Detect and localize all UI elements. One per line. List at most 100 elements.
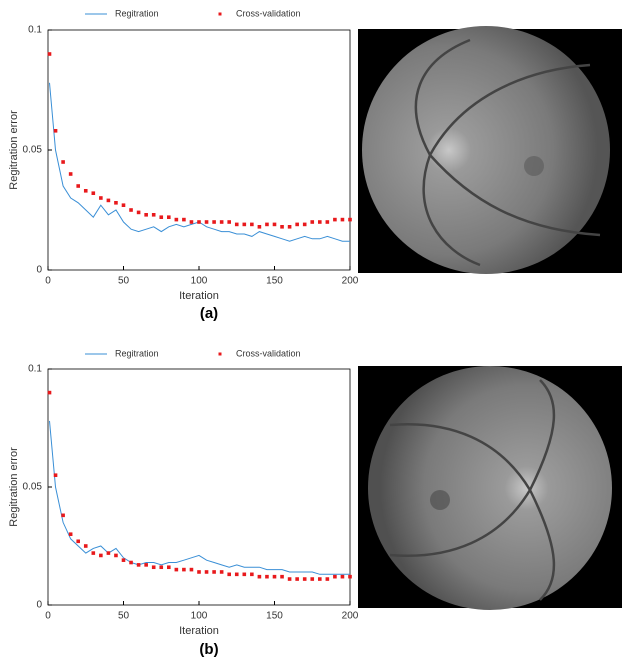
scatter-point [295, 223, 299, 227]
scatter-point [48, 52, 52, 56]
scatter-point [197, 570, 201, 574]
scatter-point [99, 196, 103, 200]
y-tick-label: 0 [36, 265, 42, 276]
scatter-point [348, 575, 352, 579]
scatter-point [280, 225, 284, 229]
scatter-point [99, 554, 103, 558]
scatter-point [318, 220, 322, 224]
plot-frame [48, 369, 350, 605]
scatter-point [318, 577, 322, 581]
scatter-point [227, 573, 231, 577]
scatter-point [250, 573, 254, 577]
scatter-point [303, 223, 307, 227]
y-tick-label: 0.05 [23, 482, 43, 493]
scatter-point [197, 220, 201, 224]
scatter-point [182, 218, 186, 222]
y-axis-label: Regitration error [8, 110, 20, 190]
legend-label: Regitration [115, 348, 159, 358]
x-tick-label: 0 [45, 276, 51, 287]
scatter-point [129, 561, 133, 565]
scatter-point [190, 220, 194, 224]
y-tick-label: 0.05 [23, 145, 43, 156]
scatter-point [159, 565, 163, 569]
scatter-point [152, 565, 156, 569]
scatter-point [61, 514, 65, 518]
x-tick-label: 150 [266, 611, 283, 622]
scatter-point [114, 554, 118, 558]
scatter-point [54, 129, 58, 133]
x-tick-label: 100 [191, 611, 208, 622]
scatter-point [288, 577, 292, 581]
scatter-point [175, 218, 179, 222]
scatter-point [250, 223, 254, 227]
scatter-point [107, 551, 111, 555]
panel-label: (b) [199, 641, 218, 658]
y-axis-label: Regitration error [8, 447, 20, 527]
scatter-point [84, 544, 88, 548]
x-tick-label: 200 [342, 611, 359, 622]
registration-line [50, 83, 351, 241]
scatter-point [265, 223, 269, 227]
scatter-point [258, 225, 262, 229]
retina-image-b [358, 366, 622, 610]
x-tick-label: 50 [118, 611, 130, 622]
scatter-point [220, 220, 224, 224]
scatter-point [107, 199, 111, 203]
x-axis-label: Iteration [179, 625, 219, 637]
scatter-point [175, 568, 179, 572]
scatter-point [333, 218, 337, 222]
scatter-point [137, 563, 141, 567]
scatter-point [326, 220, 330, 224]
scatter-point [243, 573, 247, 577]
legend-label: Regitration [115, 8, 159, 18]
scatter-point [280, 575, 284, 579]
scatter-point [341, 575, 345, 579]
scatter-point [295, 577, 299, 581]
scatter-point [205, 570, 209, 574]
x-tick-label: 200 [342, 276, 359, 287]
retina-image-a [358, 26, 622, 274]
y-tick-label: 0.1 [28, 25, 42, 36]
scatter-point [159, 215, 163, 219]
y-tick-label: 0 [36, 600, 42, 611]
y-tick-label: 0.1 [28, 364, 42, 375]
scatter-point [122, 203, 126, 207]
scatter-point [212, 570, 216, 574]
legend-label: Cross-validation [236, 8, 301, 18]
scatter-point [348, 218, 352, 222]
scatter-point [69, 172, 73, 176]
panel-label: (a) [200, 305, 218, 322]
scatter-point [69, 532, 73, 536]
scatter-point [273, 223, 277, 227]
scatter-point [167, 565, 171, 569]
scatter-point [220, 570, 224, 574]
figure: 0 0.05 0.1 0 50 100 150 200 Iteration Regitration… [0, 0, 622, 660]
scatter-point [152, 213, 156, 217]
scatter-point [265, 575, 269, 579]
scatter-point [310, 577, 314, 581]
x-tick-label: 100 [191, 276, 208, 287]
scatter-point [54, 473, 58, 477]
scatter-point [341, 218, 345, 222]
scatter-point [243, 223, 247, 227]
x-axis-label: Iteration [179, 290, 219, 302]
scatter-point [273, 575, 277, 579]
scatter-point [92, 191, 96, 195]
scatter-point [92, 551, 96, 555]
scatter-point [288, 225, 292, 229]
scatter-point [205, 220, 209, 224]
legend-label: Cross-validation [236, 348, 301, 358]
scatter-point [122, 558, 126, 562]
scatter-point [144, 213, 148, 217]
scatter-point [303, 577, 307, 581]
scatter-point [84, 189, 88, 193]
x-tick-label: 50 [118, 276, 130, 287]
legend-swatch [219, 353, 222, 356]
scatter-point [258, 575, 262, 579]
scatter-point [76, 539, 80, 543]
scatter-point [48, 391, 52, 395]
scatter-point [235, 223, 239, 227]
scatter-point [190, 568, 194, 572]
scatter-point [310, 220, 314, 224]
scatter-point [114, 201, 118, 205]
